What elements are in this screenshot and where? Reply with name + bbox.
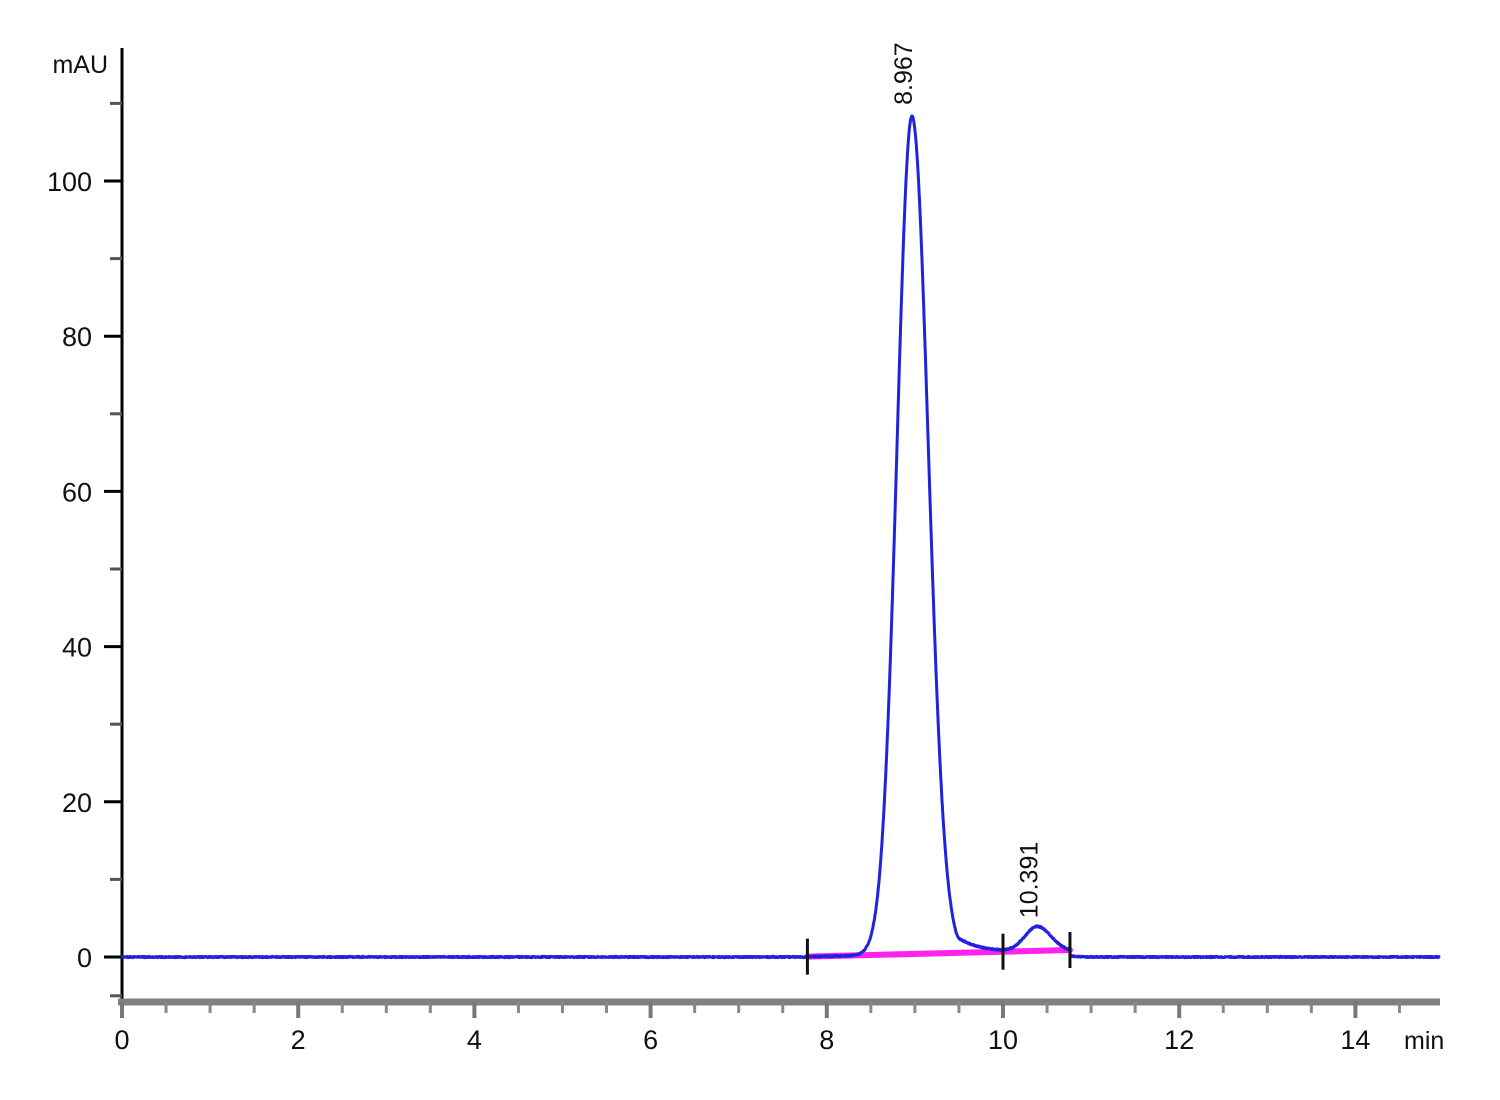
y-axis-minor-ticks bbox=[110, 101, 122, 998]
x-tick-label: 0 bbox=[114, 1025, 129, 1055]
detector-signal-trace bbox=[120, 114, 1441, 960]
peak-retention-time-label: 8.967 bbox=[890, 42, 918, 105]
y-axis-major-ticks bbox=[104, 179, 122, 959]
peak-retention-time-labels: 8.967 10.391 bbox=[890, 42, 1043, 918]
y-axis-tick-labels: 0 20 40 60 80 100 bbox=[47, 167, 92, 973]
x-axis-tick-labels: 0 2 4 6 8 10 12 14 bbox=[114, 1025, 1370, 1055]
integration-markers bbox=[805, 932, 1072, 975]
y-tick-label: 20 bbox=[62, 788, 92, 818]
x-tick-label: 4 bbox=[467, 1025, 482, 1055]
y-tick-label: 100 bbox=[47, 167, 92, 197]
x-tick-label: 6 bbox=[643, 1025, 658, 1055]
y-tick-label: 80 bbox=[62, 322, 92, 352]
y-tick-label: 0 bbox=[77, 943, 92, 973]
y-tick-label: 60 bbox=[62, 477, 92, 507]
x-axis-major-ticks bbox=[120, 1002, 1358, 1018]
x-axis-minor-ticks bbox=[164, 1002, 1401, 1013]
y-tick-label: 40 bbox=[62, 633, 92, 663]
y-axis-unit-label: mAU bbox=[52, 51, 108, 79]
peak-retention-time-label: 10.391 bbox=[1015, 842, 1043, 918]
x-tick-label: 10 bbox=[988, 1025, 1018, 1055]
x-tick-label: 12 bbox=[1164, 1025, 1194, 1055]
x-axis-unit-label: min bbox=[1404, 1027, 1444, 1055]
x-tick-label: 14 bbox=[1340, 1025, 1370, 1055]
x-tick-label: 8 bbox=[819, 1025, 834, 1055]
x-tick-label: 2 bbox=[291, 1025, 306, 1055]
